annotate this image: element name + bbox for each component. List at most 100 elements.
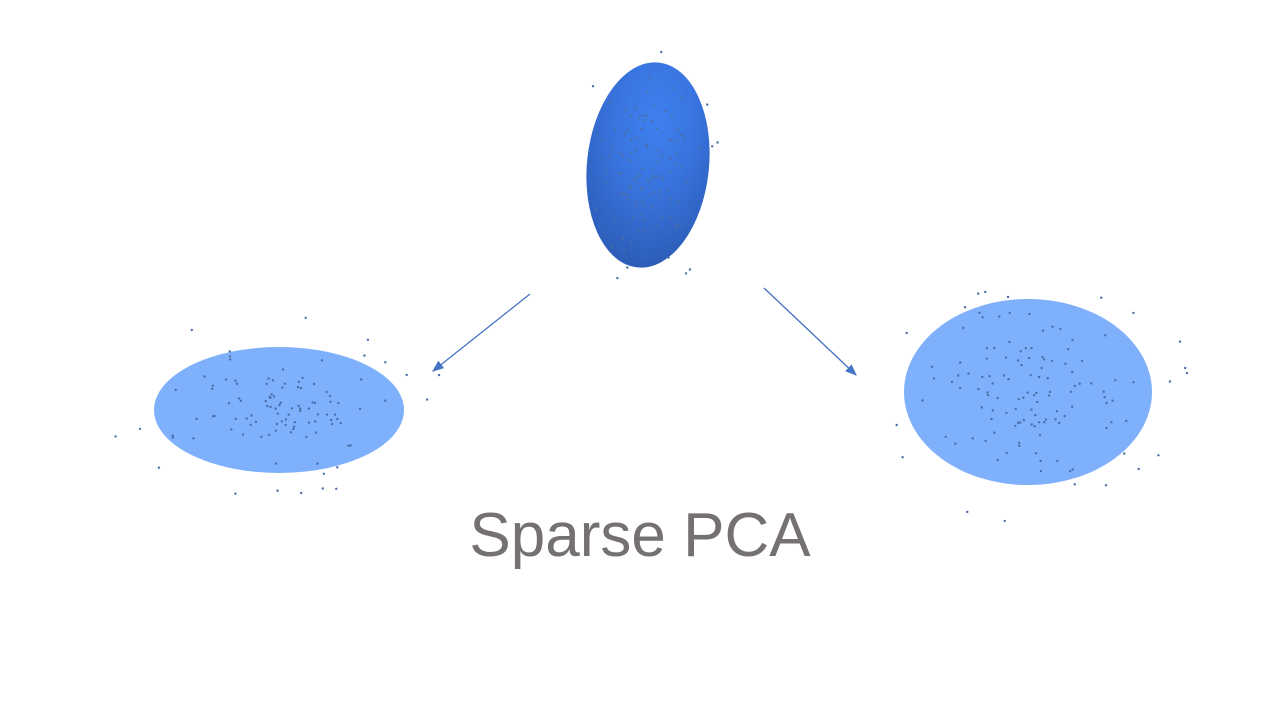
data-point: [623, 249, 626, 252]
data-point: [329, 400, 332, 403]
data-point: [1103, 395, 1106, 399]
data-point: [591, 85, 595, 88]
original-data-points: [591, 50, 719, 280]
data-point: [1041, 329, 1045, 332]
data-point: [673, 139, 676, 143]
data-point: [639, 214, 642, 217]
data-point: [650, 120, 654, 123]
data-point: [195, 417, 198, 421]
data-point: [280, 420, 284, 423]
data-point: [628, 159, 631, 162]
data-point: [335, 487, 338, 490]
data-point: [1006, 295, 1010, 299]
data-point: [905, 331, 908, 335]
data-point: [977, 292, 980, 295]
data-point: [1100, 296, 1103, 299]
data-point: [1102, 390, 1105, 393]
data-point: [1029, 374, 1032, 377]
data-point: [211, 384, 215, 387]
data-point: [641, 186, 645, 190]
data-point: [1026, 391, 1029, 394]
data-point: [638, 116, 641, 119]
data-point: [680, 97, 683, 100]
data-point: [706, 103, 709, 106]
data-point: [1022, 396, 1025, 399]
data-point: [287, 413, 290, 416]
left-data-points: [114, 316, 441, 495]
data-point: [668, 196, 672, 200]
data-point: [607, 153, 611, 157]
data-point: [609, 101, 612, 104]
data-point: [625, 192, 629, 196]
data-point: [229, 358, 232, 361]
data-point: [237, 397, 241, 400]
data-point: [325, 390, 328, 394]
data-point: [716, 141, 719, 144]
data-point: [320, 359, 324, 362]
data-point: [644, 143, 648, 146]
data-point: [631, 217, 635, 220]
data-point: [643, 218, 646, 221]
data-point: [621, 154, 624, 157]
data-point: [1080, 359, 1084, 362]
data-point: [634, 107, 637, 110]
data-point: [675, 225, 678, 229]
data-point: [610, 245, 614, 248]
data-point: [971, 437, 974, 440]
data-point: [659, 195, 663, 198]
data-point: [384, 361, 387, 364]
data-point: [1034, 413, 1037, 417]
data-point: [634, 180, 638, 183]
data-point: [254, 420, 258, 424]
data-point: [235, 382, 239, 385]
data-point: [347, 444, 350, 447]
data-point: [623, 132, 626, 135]
data-point: [967, 372, 970, 375]
data-point: [635, 200, 639, 203]
data-point: [601, 138, 604, 141]
data-point: [981, 375, 984, 379]
data-point: [986, 391, 989, 394]
data-point: [1105, 426, 1108, 430]
data-point: [977, 387, 980, 391]
data-point: [629, 187, 632, 190]
data-point: [640, 127, 644, 131]
data-point: [358, 407, 362, 410]
data-point: [957, 374, 960, 377]
data-point: [284, 418, 288, 421]
data-point: [1178, 340, 1182, 343]
data-point: [1050, 359, 1054, 362]
data-point: [1071, 405, 1074, 408]
data-point: [986, 393, 990, 397]
data-point: [260, 435, 263, 438]
data-point: [1028, 312, 1031, 316]
data-point: [657, 148, 660, 152]
data-point: [1185, 371, 1189, 375]
data-point: [269, 396, 272, 400]
data-point: [307, 407, 311, 410]
data-point: [655, 176, 658, 179]
data-point: [958, 386, 962, 390]
data-point: [675, 152, 679, 155]
data-point: [993, 431, 996, 434]
data-point: [213, 414, 216, 418]
data-point: [1114, 379, 1117, 382]
data-point: [1020, 363, 1023, 367]
data-point: [990, 417, 993, 421]
data-point: [284, 423, 287, 427]
data-point: [1019, 421, 1022, 424]
data-point: [698, 146, 701, 150]
data-point: [276, 412, 279, 415]
data-point: [660, 154, 663, 157]
data-point: [959, 361, 962, 364]
data-point: [627, 220, 631, 224]
data-point: [618, 192, 622, 195]
data-point: [1018, 444, 1021, 447]
data-point: [281, 368, 285, 371]
data-point: [1033, 425, 1036, 428]
data-point: [646, 145, 649, 148]
data-point: [985, 357, 988, 360]
data-point: [328, 394, 332, 398]
data-point: [296, 385, 300, 389]
